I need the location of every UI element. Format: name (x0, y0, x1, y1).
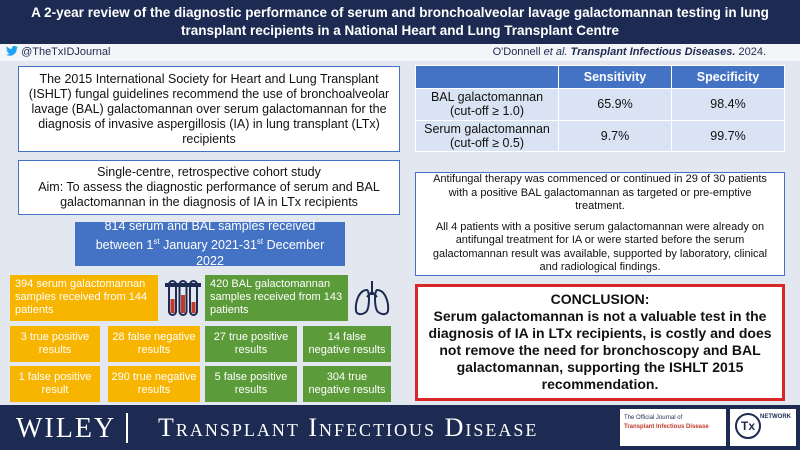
network: NETWORK (760, 414, 791, 420)
svg-text:Tx: Tx (741, 419, 755, 433)
tubes-icon (165, 280, 201, 316)
corner (415, 65, 559, 89)
cell: 65.9% (558, 88, 672, 121)
text: 1 false positive result (18, 371, 92, 396)
bal-result: 14 false negative results (303, 326, 391, 362)
serum-summary: 394 serum galactomannan samples received… (10, 275, 158, 321)
citation-bar: @TheTxIDJournal O'Donnell et al. Transpl… (0, 44, 800, 61)
text: 814 serum and BAL samples received betwe… (95, 219, 316, 253)
citation: O'Donnell et al. Transplant Infectious D… (493, 44, 766, 61)
publisher: WILEY (16, 413, 117, 444)
title: transplant recipients in a National Hear… (180, 23, 620, 38)
twitter-icon (6, 45, 18, 56)
serum-result: 28 false negative results (108, 326, 200, 362)
cell: 98.4% (671, 88, 785, 121)
et-al: et al. (543, 46, 568, 58)
text: 14 false negative results (308, 331, 386, 356)
samples-box: 814 serum and BAL samples received betwe… (75, 219, 345, 268)
society-logo: The Official Journal of Transplant Infec… (620, 409, 726, 446)
divider (126, 413, 128, 443)
serum-result: 290 true negative results (108, 366, 200, 402)
text: 394 serum galactomannan samples received… (15, 278, 148, 316)
cell: 9.7% (558, 119, 672, 152)
handle: @TheTxIDJournal (21, 46, 111, 58)
text: 5 false positive results (214, 371, 288, 396)
footer: WILEY Transplant Infectious Disease The … (0, 405, 800, 450)
conclusion-text: Serum galactomannan is not a valuable te… (428, 308, 772, 392)
row-label: Serum galactomannan (cut-off ≥ 0.5) (415, 119, 559, 152)
finding: Antifungal therapy was commenced or cont… (433, 173, 767, 213)
column-header: Sensitivity (558, 65, 672, 89)
header: A 2-year review of the diagnostic perfor… (0, 0, 800, 44)
bal-result: 27 true positive results (205, 326, 297, 362)
text: (cut-off ≥ 1.0) (449, 104, 525, 119)
findings-box: Antifungal therapy was commenced or cont… (415, 172, 785, 276)
year: 2024. (738, 46, 766, 58)
journal-name: Transplant Infectious Disease (158, 413, 539, 442)
table: Sensitivity Specificity BAL galactomannan… (415, 65, 785, 152)
sup: st (153, 237, 160, 247)
study-box: Single-centre, retrospective cohort stud… (18, 160, 400, 215)
text: Serum galactomannan (424, 121, 550, 136)
sup: st (256, 237, 264, 247)
text: 27 true positive results (213, 331, 289, 356)
cell: 99.7% (671, 119, 785, 152)
title: A 2-year review of the diagnostic perfor… (31, 5, 769, 20)
study-aim: Aim: To assess the diagnostic performanc… (38, 180, 380, 209)
serum-result: 1 false positive result (10, 366, 100, 402)
network-logo: Tx NETWORK (730, 409, 796, 446)
author: O'Donnell (492, 46, 541, 58)
lungs-icon (354, 281, 390, 316)
text: December 2022 (196, 238, 325, 268)
text: 3 true positive results (20, 331, 90, 356)
bal-summary: 420 BAL galactomannan samples received f… (205, 275, 348, 321)
bal-result: 304 true negative results (303, 366, 391, 402)
text: BAL galactomannan (430, 90, 544, 105)
background-box: The 2015 International Society for Heart… (18, 66, 400, 152)
samples-text: 814 serum and BAL samples received betwe… (85, 219, 335, 268)
text: 420 BAL galactomannan samples received f… (210, 278, 343, 316)
bal-result: 5 false positive results (205, 366, 297, 402)
official-of: The Official Journal of (624, 415, 683, 421)
society: Transplant Infectious Disease (624, 424, 709, 430)
tx-mark: Tx (735, 413, 761, 439)
finding: All 4 patients with a positive serum gal… (432, 220, 768, 274)
text: 304 true negative results (308, 371, 386, 396)
text: January 2021-31 (159, 238, 257, 253)
column-header: Specificity (671, 65, 785, 89)
row-label: BAL galactomannan (cut-off ≥ 1.0) (415, 88, 559, 121)
serum-result: 3 true positive results (10, 326, 100, 362)
text: 28 false negative results (112, 331, 196, 356)
journal: Transplant Infectious Diseases. (570, 46, 736, 58)
background-text: The 2015 International Society for Heart… (28, 71, 390, 146)
results-table: Sensitivity Specificity BAL galactomannan… (415, 65, 785, 152)
conclusion-heading: CONCLUSION: (550, 291, 650, 307)
study-design: Single-centre, retrospective cohort stud… (97, 165, 321, 179)
handle-wrap: @TheTxIDJournal (6, 44, 110, 61)
text: (cut-off ≥ 0.5) (449, 135, 525, 150)
conclusion-box: CONCLUSION: Serum galactomannan is not a… (415, 284, 785, 401)
text: 290 true negative results (111, 371, 197, 396)
